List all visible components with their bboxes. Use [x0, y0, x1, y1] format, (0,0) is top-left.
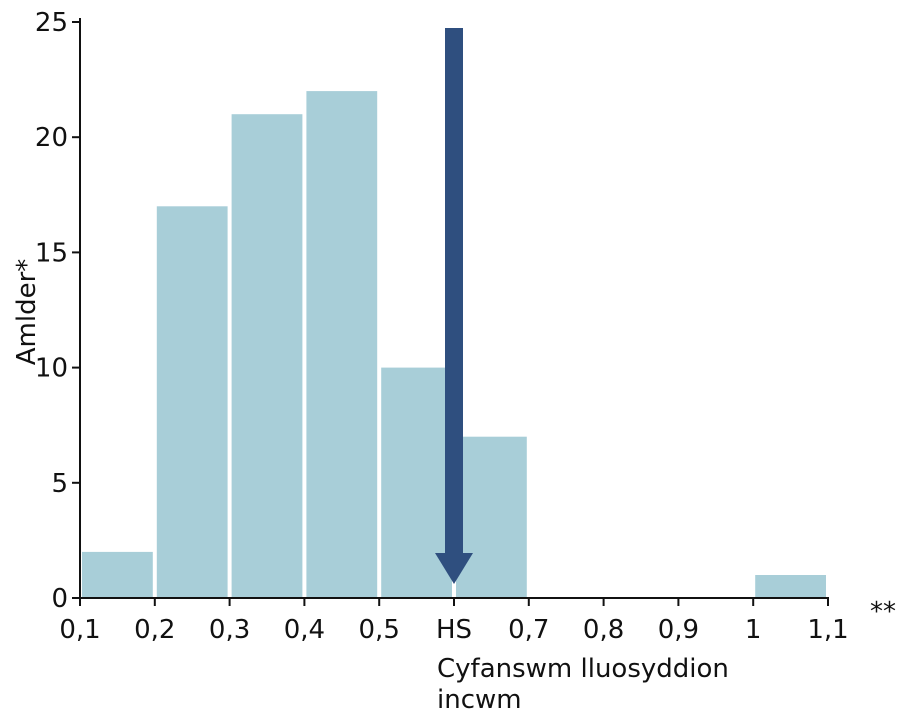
x-tick-label-2: 0,3: [209, 615, 250, 645]
y-tick-label-3: 15: [35, 238, 68, 268]
histogram-bar-4: [306, 91, 378, 598]
y-tick-label-0: 0: [51, 584, 68, 614]
histogram-bar-2: [156, 206, 228, 599]
x-tick-label-10: 1,1: [807, 615, 848, 645]
x-axis-title-line-2: incwm: [437, 685, 522, 713]
x-tick-label-1: 0,2: [134, 615, 175, 645]
y-tick-label-2: 10: [35, 354, 68, 384]
hs-arrow-head: [435, 553, 473, 584]
x-axis-note: **: [870, 597, 896, 627]
labels-layer: Amlder* Cyfanswm lluosyddion incwm **: [12, 259, 896, 713]
x-tick-label-9: 1: [745, 615, 762, 645]
hs-arrow-marker: [435, 28, 473, 584]
histogram-bar-3: [231, 114, 303, 598]
x-tick-label-7: 0,8: [583, 615, 624, 645]
x-tick-label-4: 0,5: [359, 615, 400, 645]
hs-arrow-shaft: [445, 28, 463, 554]
y-tick-label-4: 20: [35, 123, 68, 153]
y-tick-label-5: 25: [35, 8, 68, 38]
y-axis-title: Amlder*: [12, 259, 42, 366]
x-tick-label-5: HS: [436, 615, 472, 645]
x-axis-title-line-1: Cyfanswm lluosyddion: [437, 654, 729, 684]
x-tick-label-6: 0,7: [508, 615, 549, 645]
histogram-bar-1: [82, 551, 153, 598]
histogram-bar-5: [381, 367, 452, 598]
histogram-bar-6: [456, 436, 527, 598]
y-tick-label-1: 5: [51, 469, 68, 499]
x-tick-label-0: 0,1: [59, 615, 100, 645]
bars-layer: [82, 91, 826, 599]
histogram-bar-10: [755, 575, 826, 598]
x-tick-label-8: 0,9: [658, 615, 699, 645]
x-tick-label-3: 0,4: [284, 615, 325, 645]
axes-layer: 0 5 10 15 20 25 0,1 0,2 0,3 0,4 0,5 HS 0,7 0,8 0,9 1 1,1: [35, 8, 849, 645]
